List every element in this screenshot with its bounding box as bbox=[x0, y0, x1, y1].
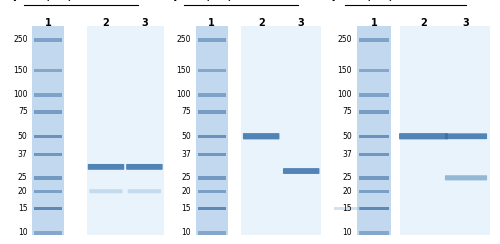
Bar bbox=[359, 38, 389, 42]
Bar bbox=[87, 26, 125, 235]
Text: 15: 15 bbox=[181, 204, 191, 213]
Bar bbox=[198, 110, 226, 114]
Text: 2: 2 bbox=[258, 19, 264, 29]
Bar bbox=[196, 26, 228, 235]
Bar bbox=[198, 190, 226, 193]
Text: 20: 20 bbox=[342, 187, 352, 196]
Text: 1: 1 bbox=[208, 19, 215, 29]
Text: 50: 50 bbox=[342, 132, 352, 141]
FancyBboxPatch shape bbox=[399, 133, 448, 139]
Text: 50: 50 bbox=[18, 132, 28, 141]
Text: MW (kDa):: MW (kDa): bbox=[347, 0, 397, 1]
Text: 75: 75 bbox=[342, 107, 352, 116]
Text: 100: 100 bbox=[176, 90, 191, 99]
Bar bbox=[359, 69, 389, 72]
Text: 2: 2 bbox=[420, 19, 427, 29]
Bar bbox=[198, 176, 226, 180]
FancyBboxPatch shape bbox=[283, 168, 320, 174]
Text: 3: 3 bbox=[462, 19, 469, 29]
Text: 15: 15 bbox=[18, 204, 28, 213]
Bar bbox=[359, 176, 389, 180]
Bar bbox=[400, 26, 448, 235]
Text: 1: 1 bbox=[45, 19, 52, 29]
Text: a): a) bbox=[4, 0, 20, 1]
Text: 25: 25 bbox=[181, 173, 191, 182]
Bar bbox=[125, 26, 164, 235]
Bar bbox=[32, 26, 64, 235]
Bar bbox=[198, 135, 226, 138]
Bar bbox=[198, 153, 226, 156]
Text: 20: 20 bbox=[18, 187, 28, 196]
FancyBboxPatch shape bbox=[126, 164, 162, 170]
Text: 10: 10 bbox=[342, 228, 352, 237]
Bar bbox=[34, 207, 62, 211]
Text: 37: 37 bbox=[342, 150, 352, 159]
Bar bbox=[281, 26, 321, 235]
Bar bbox=[198, 69, 226, 72]
Text: 20: 20 bbox=[181, 187, 191, 196]
Text: 10: 10 bbox=[181, 228, 191, 237]
Text: MW (kDa):: MW (kDa): bbox=[26, 0, 76, 1]
FancyBboxPatch shape bbox=[445, 175, 487, 180]
Text: 250: 250 bbox=[338, 35, 352, 44]
Text: 50: 50 bbox=[181, 132, 191, 141]
Text: 250: 250 bbox=[176, 35, 191, 44]
Bar bbox=[198, 93, 226, 97]
Text: 25: 25 bbox=[18, 173, 28, 182]
Bar bbox=[198, 231, 226, 235]
Text: MW (kDa):: MW (kDa): bbox=[186, 0, 236, 1]
Bar bbox=[359, 153, 389, 156]
Bar bbox=[241, 26, 281, 235]
Text: 3: 3 bbox=[298, 19, 304, 29]
Bar bbox=[359, 135, 389, 138]
Text: 37: 37 bbox=[181, 150, 191, 159]
Bar bbox=[34, 93, 62, 97]
Text: c): c) bbox=[323, 0, 338, 1]
Bar bbox=[359, 93, 389, 97]
Bar bbox=[359, 231, 389, 235]
Text: 10: 10 bbox=[18, 228, 28, 237]
Bar bbox=[334, 207, 360, 210]
Text: 75: 75 bbox=[18, 107, 28, 116]
FancyBboxPatch shape bbox=[128, 189, 161, 193]
Bar bbox=[198, 207, 226, 211]
Text: 100: 100 bbox=[338, 90, 352, 99]
Bar bbox=[34, 38, 62, 42]
Text: 37: 37 bbox=[18, 150, 28, 159]
Bar bbox=[34, 135, 62, 138]
Text: 25: 25 bbox=[342, 173, 352, 182]
Text: 3: 3 bbox=[141, 19, 148, 29]
Bar bbox=[359, 207, 389, 211]
Bar bbox=[34, 176, 62, 180]
Bar bbox=[198, 38, 226, 42]
Text: 2: 2 bbox=[102, 19, 110, 29]
Bar bbox=[359, 110, 389, 114]
Text: 75: 75 bbox=[181, 107, 191, 116]
Text: 1: 1 bbox=[371, 19, 378, 29]
FancyBboxPatch shape bbox=[445, 133, 487, 139]
Bar bbox=[34, 110, 62, 114]
Bar bbox=[34, 190, 62, 193]
FancyBboxPatch shape bbox=[243, 133, 280, 139]
Bar bbox=[34, 69, 62, 72]
Bar bbox=[34, 153, 62, 156]
Text: 150: 150 bbox=[13, 66, 28, 75]
Text: b): b) bbox=[164, 0, 180, 1]
Text: 15: 15 bbox=[342, 204, 352, 213]
Bar bbox=[442, 26, 490, 235]
Text: 100: 100 bbox=[13, 90, 28, 99]
FancyBboxPatch shape bbox=[90, 189, 122, 193]
Text: 150: 150 bbox=[176, 66, 191, 75]
Bar bbox=[359, 190, 389, 193]
FancyBboxPatch shape bbox=[88, 164, 124, 170]
Bar bbox=[34, 231, 62, 235]
Text: 250: 250 bbox=[13, 35, 28, 44]
Text: 150: 150 bbox=[338, 66, 352, 75]
Bar bbox=[357, 26, 391, 235]
